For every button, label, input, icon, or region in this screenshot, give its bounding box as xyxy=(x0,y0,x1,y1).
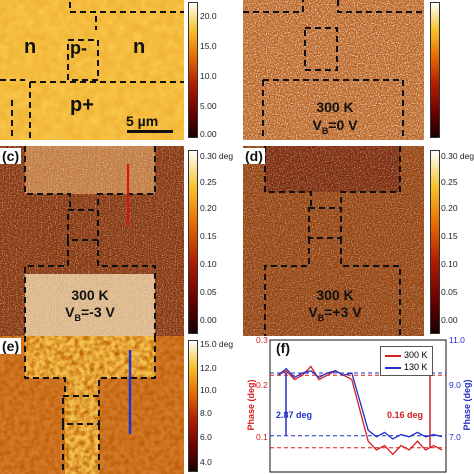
panel-f-chart xyxy=(269,339,447,473)
legend-label: 300 K xyxy=(404,350,428,360)
left-axis-label: Phase (deg) xyxy=(246,379,256,431)
colorbar-c-tick: 0.00 xyxy=(200,315,217,325)
panel-d-bias: VB=+3 V xyxy=(296,305,374,326)
colorbar-d-tick: 0.25 xyxy=(441,177,458,187)
colorbar-e-tick: 4.0 xyxy=(200,457,212,467)
panel-c-label: (c) xyxy=(0,148,22,164)
bias-value: =+3 V xyxy=(324,304,362,320)
colorbar-e xyxy=(188,340,198,472)
series-line-130k xyxy=(277,367,443,440)
scale-bar-line xyxy=(127,130,173,133)
bias-symbol: V xyxy=(65,304,75,320)
colorbar-c-tick: 0.30 deg xyxy=(200,151,234,161)
colorbar-c-tick: 0.25 xyxy=(200,177,217,187)
right-axis-tick: 7.0 xyxy=(449,432,461,442)
colorbar-e-tick: 15.0 deg xyxy=(200,339,234,349)
colorbar-a-tick: 0.00 xyxy=(200,129,217,139)
bias-value: =0 V xyxy=(328,117,358,133)
legend-label: 130 K xyxy=(404,362,428,372)
left-axis-tick: 0.3 xyxy=(256,335,268,345)
colorbar-d-tick: 0.10 xyxy=(441,259,458,269)
colorbar-a xyxy=(188,2,198,138)
colorbar-e-tick: 6.0 xyxy=(200,432,212,442)
panel-c-bias: VB=-3 V xyxy=(52,305,128,326)
colorbar-c-tick: 0.10 xyxy=(200,259,217,269)
bias-subscript: B xyxy=(321,125,329,136)
colorbar-d-tick: 0.20 xyxy=(441,203,458,213)
legend-item-130k: 130 K xyxy=(385,361,428,373)
legend-item-300k: 300 K xyxy=(385,349,428,361)
legend: 300 K 130 K xyxy=(380,346,433,376)
right-axis-label: Phase (deg) xyxy=(462,379,472,431)
panel-d-label: (d) xyxy=(243,148,265,164)
region-p-minus: p- xyxy=(70,38,87,58)
colorbar-c-tick: 0.15 xyxy=(200,231,217,241)
bias-symbol: V xyxy=(308,304,318,320)
colorbar-d-tick: 0.15 xyxy=(441,231,458,241)
colorbar-d-tick: 0.00 xyxy=(441,315,458,325)
annotation-red: 0.16 deg xyxy=(387,410,424,420)
colorbar-a-tick: 20.0 xyxy=(200,11,217,21)
scale-bar-label: 5 µm xyxy=(126,113,159,129)
panel-b-temperature: 300 K xyxy=(316,99,354,115)
region-n-left: n xyxy=(24,36,37,58)
colorbar-e-tick: 10.0 xyxy=(200,385,217,395)
bias-subscript: B xyxy=(74,312,81,323)
colorbar-d-tick: 0.05 xyxy=(441,287,458,297)
left-axis-tick: 0.2 xyxy=(256,380,268,390)
panel-c-image xyxy=(0,146,184,336)
right-axis-tick: 9.0 xyxy=(449,380,461,390)
right-axis-tick: 11.0 xyxy=(449,335,465,345)
colorbar-c-tick: 0.20 xyxy=(200,203,217,213)
panel-c-temperature: 300 K xyxy=(71,287,109,303)
colorbar-c-tick: 0.05 xyxy=(200,287,217,297)
bias-symbol: V xyxy=(312,117,322,133)
colorbar-a-tick: 15.0 xyxy=(200,41,217,51)
panel-b-bias: VB=0 V xyxy=(300,118,370,139)
bias-value: =-3 V xyxy=(80,304,115,320)
colorbar-d-tick: 0.30 deg xyxy=(441,151,474,161)
panel-b-image xyxy=(243,0,424,140)
colorbar-e-tick: 12.0 xyxy=(200,363,217,373)
panel-f-label: (f) xyxy=(276,340,290,356)
region-p-plus: p+ xyxy=(70,94,94,116)
colorbar-a-tick: 5.00 xyxy=(200,101,217,111)
left-axis-tick: 0.1 xyxy=(256,432,268,442)
colorbar-b xyxy=(430,2,440,138)
colorbar-e-tick: 8.0 xyxy=(200,408,212,418)
panel-e-label: (e) xyxy=(0,338,22,354)
panel-e-image xyxy=(0,336,184,474)
region-n-right: n xyxy=(133,36,146,58)
annotation-blue: 2.87 deg xyxy=(276,410,313,420)
panel-a-image xyxy=(0,0,184,140)
colorbar-a-tick: 10.0 xyxy=(200,71,217,81)
colorbar-d xyxy=(430,150,440,334)
panel-d-image xyxy=(243,146,424,336)
panel-d-temperature: 300 K xyxy=(316,287,354,303)
colorbar-c xyxy=(188,150,198,334)
bias-subscript: B xyxy=(317,312,325,323)
